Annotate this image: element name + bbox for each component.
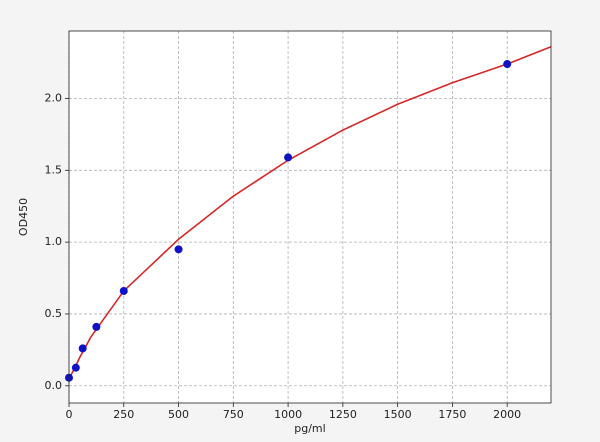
y-tick-label: 2.0 — [45, 92, 63, 105]
x-tick-label: 1250 — [329, 408, 357, 421]
y-tick-label: 0.0 — [45, 379, 63, 392]
x-tick-label: 750 — [223, 408, 244, 421]
fit-curve — [68, 46, 552, 379]
y-tick-label: 0.5 — [45, 307, 63, 320]
x-tick-label: 500 — [168, 408, 189, 421]
x-tick-label: 1500 — [384, 408, 412, 421]
x-tick-label: 0 — [66, 408, 73, 421]
x-tick-label: 1750 — [438, 408, 466, 421]
x-tick-label: 2000 — [493, 408, 521, 421]
x-axis-title: pg/ml — [294, 422, 325, 435]
y-axis-title: OD450 — [17, 198, 30, 236]
data-point — [78, 344, 87, 353]
data-point — [503, 60, 512, 69]
plot-frame — [68, 30, 552, 404]
data-point — [174, 245, 183, 254]
data-point — [92, 322, 101, 331]
data-point — [71, 363, 80, 372]
data-point — [284, 153, 293, 162]
plot-area — [69, 31, 551, 403]
plot-layer — [65, 31, 552, 403]
x-tick-label: 250 — [113, 408, 134, 421]
x-tick-label: 1000 — [274, 408, 302, 421]
y-tick-label: 1.0 — [45, 235, 63, 248]
data-point — [119, 286, 128, 295]
y-tick-label: 1.5 — [45, 163, 63, 176]
